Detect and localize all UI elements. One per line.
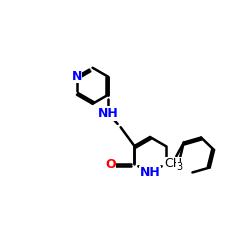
- Text: O: O: [105, 158, 116, 170]
- Text: NH: NH: [98, 107, 118, 120]
- Text: CH: CH: [165, 157, 183, 170]
- Text: N: N: [72, 70, 82, 83]
- Text: 3: 3: [176, 162, 182, 172]
- Text: NH: NH: [140, 166, 160, 179]
